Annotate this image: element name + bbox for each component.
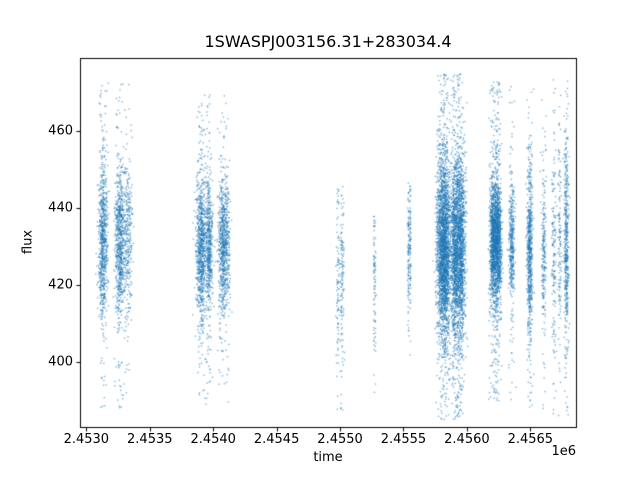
x-tick-label: 2.4560 bbox=[444, 432, 490, 447]
x-tick-label: 2.4530 bbox=[63, 432, 110, 447]
y-tick-labels: 400 420 440 460 bbox=[0, 0, 73, 480]
x-tick-label: 2.4535 bbox=[127, 432, 173, 447]
x-tick-labels: 2.4530 2.4535 2.4540 2.4545 2.4550 2.4555 2.45… bbox=[0, 432, 640, 448]
x-tick-label: 2.4545 bbox=[253, 432, 300, 447]
chart-title: 1SWASPJ003156.31+283034.4 bbox=[204, 32, 452, 51]
x-axis-label: time bbox=[313, 450, 343, 465]
x-tick-label: 2.4565 bbox=[507, 432, 554, 447]
x-tick-label: 2.4550 bbox=[317, 432, 363, 447]
x-tick-label: 2.4540 bbox=[190, 432, 236, 447]
y-tick-label: 440 bbox=[48, 200, 73, 216]
x-tick-label: 2.4555 bbox=[380, 432, 427, 447]
y-tick-label: 400 bbox=[48, 354, 73, 370]
y-tick-label: 420 bbox=[48, 277, 73, 293]
y-tick-label: 460 bbox=[48, 123, 73, 139]
x-axis-offset-label: 1e6 bbox=[551, 444, 576, 459]
